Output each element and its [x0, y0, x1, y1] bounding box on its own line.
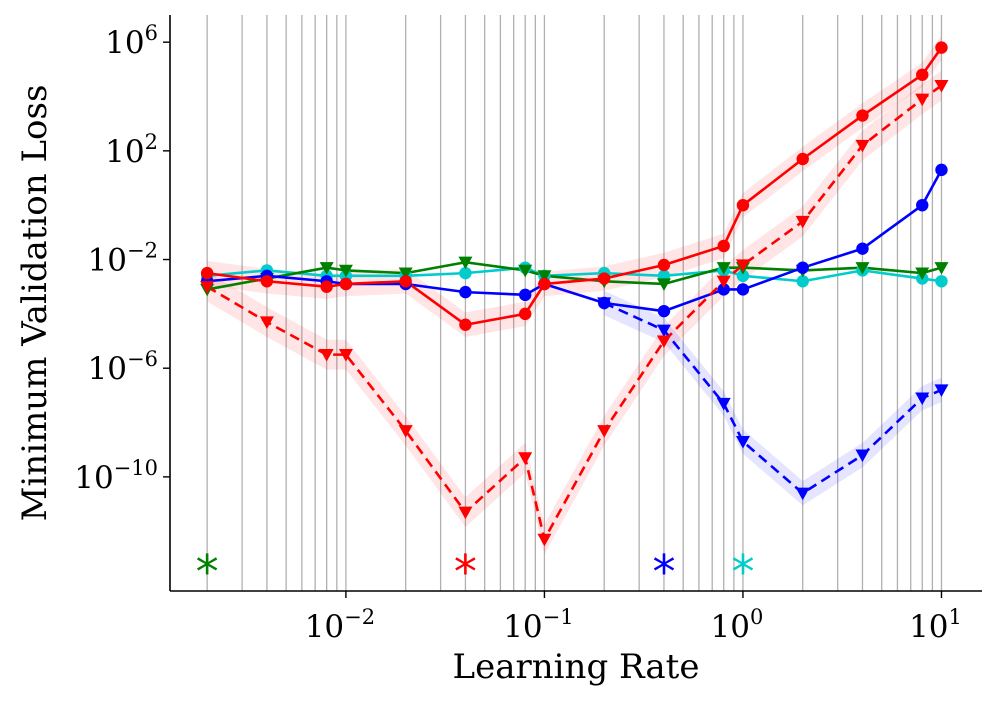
marker-red-solid	[717, 239, 730, 253]
marker-cyan	[796, 275, 809, 288]
y-tick-label: 106	[105, 21, 158, 61]
marker-red-solid	[320, 280, 333, 293]
marker-red-solid	[459, 318, 472, 331]
marker-red-dashed	[537, 533, 552, 547]
marker-red-dashed	[338, 349, 353, 362]
marker-blue-dashed	[795, 487, 810, 501]
marker-green	[855, 262, 870, 275]
marker-blue-dashed	[656, 324, 671, 338]
x-tick-label: 10−1	[503, 605, 573, 645]
marker-green	[537, 270, 552, 283]
marker-green	[915, 267, 930, 281]
marker-red-dashed	[259, 316, 274, 330]
marker-red-dashed	[398, 425, 413, 438]
marker-blue-solid	[796, 261, 809, 274]
x-ticks: 10−2 10−1 100 101	[305, 591, 962, 645]
marker-blue-solid	[657, 304, 671, 318]
marker-red-solid	[657, 258, 671, 272]
marker-blue-dashed	[716, 397, 731, 411]
marker-red-solid	[916, 68, 929, 81]
y-tick-label: 10−10	[74, 456, 158, 496]
marker-blue-dashed	[915, 392, 930, 406]
marker-cyan	[935, 275, 948, 288]
marker-red-solid	[339, 277, 353, 291]
marker-green	[716, 262, 731, 275]
marker-green	[398, 267, 413, 281]
marker-green	[319, 262, 334, 275]
marker-blue-solid	[717, 283, 730, 296]
grid-lines	[206, 15, 943, 591]
x-tick-label: 101	[909, 605, 962, 645]
marker-green	[338, 264, 353, 278]
marker-red-dashed	[934, 80, 949, 93]
y-tick-label: 10−2	[88, 239, 158, 279]
marker-red-dashed	[915, 93, 930, 107]
marker-red-dashed	[319, 349, 334, 362]
marker-red-dashed	[458, 506, 473, 520]
best-lr-asterisk: *	[652, 545, 675, 599]
marker-red-solid	[518, 307, 532, 321]
series-line-red-solid	[206, 46, 943, 327]
marker-blue-dashed	[597, 297, 612, 310]
marker-blue-solid	[935, 163, 948, 177]
marker-red-dashed	[735, 259, 750, 272]
marker-red-solid	[597, 272, 611, 285]
annotations: * * * *	[196, 545, 755, 599]
marker-red-solid	[538, 277, 551, 291]
marker-blue-dashed	[735, 435, 750, 449]
x-tick-label: 10−2	[305, 605, 375, 645]
series-line-red-dashed	[206, 84, 943, 541]
marker-blue-solid	[459, 285, 472, 299]
y-tick-label: 10−6	[88, 347, 158, 387]
series-lines	[206, 46, 943, 541]
marker-green	[518, 264, 533, 278]
marker-cyan	[459, 266, 472, 280]
marker-red-dashed	[200, 281, 215, 294]
marker-red-dashed	[597, 425, 612, 438]
series-line-blue-solid	[207, 169, 943, 313]
marker-cyan	[736, 269, 750, 283]
series-line-cyan	[207, 266, 942, 283]
band-red-solid	[207, 35, 942, 337]
y-axis-label: Minimum Validation Loss	[15, 85, 55, 522]
marker-blue-solid	[736, 283, 750, 296]
series-line-green	[206, 260, 942, 291]
best-lr-asterisk: *	[196, 545, 219, 599]
axes	[169, 15, 982, 592]
marker-red-dashed	[518, 452, 533, 465]
marker-green	[458, 256, 473, 270]
x-axis-label: Learning Rate	[453, 647, 700, 687]
marker-blue-solid	[916, 198, 929, 212]
marker-blue-dashed	[934, 384, 949, 397]
marker-red-solid	[399, 275, 412, 288]
marker-red-solid	[796, 152, 809, 166]
series-markers	[200, 41, 949, 547]
y-tick-label: 102	[105, 130, 158, 170]
marker-red-dashed	[855, 139, 870, 153]
marker-red-dashed	[656, 335, 671, 349]
x-tick-label: 100	[711, 605, 764, 645]
marker-green	[656, 278, 671, 291]
y-ticks: 106 102 10−2 10−6 10−10	[74, 21, 170, 496]
marker-red-dashed	[716, 275, 731, 289]
band-blue-dashed	[604, 290, 942, 506]
best-lr-asterisk: *	[454, 545, 477, 599]
marker-blue-solid	[856, 242, 869, 255]
best-lr-asterisk: *	[731, 545, 754, 599]
marker-red-solid	[935, 41, 948, 54]
marker-red-solid	[856, 109, 869, 122]
marker-red-solid	[200, 266, 214, 280]
marker-red-dashed	[795, 215, 810, 229]
series-line-blue-dashed	[603, 301, 942, 495]
marker-blue-dashed	[855, 449, 870, 463]
marker-red-solid	[260, 275, 274, 288]
marker-blue-solid	[518, 288, 532, 302]
marker-green	[934, 262, 949, 275]
marker-red-solid	[736, 198, 750, 212]
